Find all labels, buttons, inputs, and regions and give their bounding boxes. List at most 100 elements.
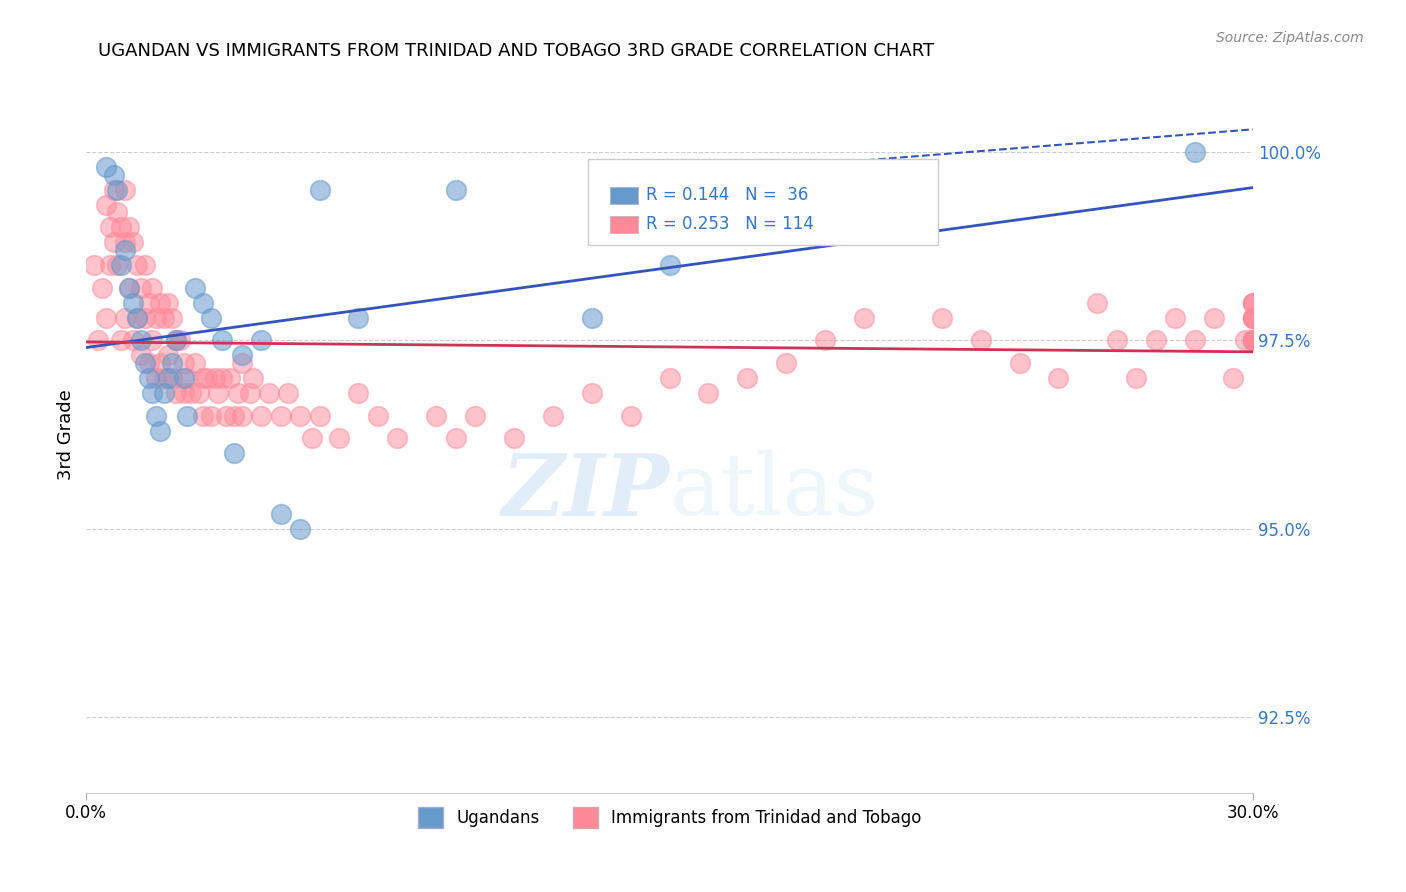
Point [215, 409, 238, 423]
Point [775, 356, 797, 370]
Point [231, 409, 253, 423]
Point [114, 183, 136, 197]
Point [145, 310, 167, 325]
Point [134, 356, 156, 370]
Point [1241, 310, 1264, 325]
Point [122, 295, 145, 310]
Point [110, 334, 132, 348]
Point [90, 280, 112, 294]
Point [184, 356, 207, 370]
Point [122, 235, 145, 250]
Point [87, 334, 110, 348]
Point [125, 258, 148, 272]
Point [141, 280, 163, 294]
Point [250, 409, 273, 423]
Point [288, 409, 311, 423]
Point [1222, 371, 1244, 385]
Point [1241, 295, 1264, 310]
Point [134, 258, 156, 272]
Point [1125, 371, 1147, 385]
Point [149, 295, 172, 310]
Point [1241, 310, 1264, 325]
Point [103, 235, 125, 250]
Point [195, 371, 218, 385]
Point [581, 310, 603, 325]
Point [160, 371, 183, 385]
Point [165, 334, 187, 348]
Point [288, 522, 311, 536]
Point [105, 258, 128, 272]
Point [160, 356, 183, 370]
Point [931, 310, 953, 325]
Text: UGANDAN VS IMMIGRANTS FROM TRINIDAD AND TOBAGO 3RD GRADE CORRELATION CHART: UGANDAN VS IMMIGRANTS FROM TRINIDAD AND … [98, 42, 934, 60]
Point [188, 386, 211, 401]
Point [1241, 295, 1264, 310]
Point [347, 310, 370, 325]
Legend: Ugandans, Immigrants from Trinidad and Tobago: Ugandans, Immigrants from Trinidad and T… [411, 801, 928, 834]
Point [620, 409, 643, 423]
Point [165, 386, 187, 401]
Point [1241, 295, 1264, 310]
Point [173, 371, 195, 385]
Point [173, 356, 195, 370]
Point [94, 310, 117, 325]
Point [153, 386, 176, 401]
Point [969, 334, 991, 348]
Point [173, 386, 195, 401]
Point [129, 334, 152, 348]
Point [103, 168, 125, 182]
Point [105, 183, 128, 197]
Point [1105, 334, 1128, 348]
Point [138, 371, 160, 385]
Text: R = 0.253   N = 114: R = 0.253 N = 114 [647, 215, 814, 233]
Y-axis label: 3rd Grade: 3rd Grade [58, 389, 75, 480]
Point [94, 198, 117, 212]
Point [1241, 310, 1264, 325]
Point [1008, 356, 1031, 370]
Point [105, 205, 128, 219]
Point [814, 334, 837, 348]
Point [250, 334, 273, 348]
Point [226, 386, 249, 401]
Point [1241, 334, 1264, 348]
Point [581, 386, 603, 401]
Point [153, 310, 176, 325]
Point [134, 310, 156, 325]
Point [83, 258, 105, 272]
Point [125, 310, 148, 325]
Text: Source: ZipAtlas.com: Source: ZipAtlas.com [1216, 31, 1364, 45]
Point [191, 409, 214, 423]
Point [1241, 334, 1264, 348]
Point [211, 334, 233, 348]
Point [1202, 310, 1225, 325]
Point [737, 371, 759, 385]
Point [114, 235, 136, 250]
Point [110, 220, 132, 235]
Point [118, 280, 141, 294]
Point [1241, 334, 1264, 348]
Point [222, 409, 245, 423]
FancyBboxPatch shape [610, 216, 638, 233]
Point [697, 386, 720, 401]
Point [114, 310, 136, 325]
Point [301, 431, 323, 445]
Point [98, 258, 121, 272]
Point [444, 431, 467, 445]
Point [122, 334, 145, 348]
Point [145, 371, 167, 385]
Point [1234, 334, 1257, 348]
Point [1047, 371, 1070, 385]
Point [541, 409, 564, 423]
Point [347, 386, 370, 401]
Point [853, 310, 876, 325]
Point [1184, 334, 1206, 348]
Point [231, 356, 253, 370]
Point [191, 371, 214, 385]
Point [308, 183, 330, 197]
Point [853, 205, 876, 219]
Point [156, 371, 179, 385]
Point [425, 409, 447, 423]
Point [367, 409, 389, 423]
Point [1144, 334, 1167, 348]
Point [387, 431, 409, 445]
